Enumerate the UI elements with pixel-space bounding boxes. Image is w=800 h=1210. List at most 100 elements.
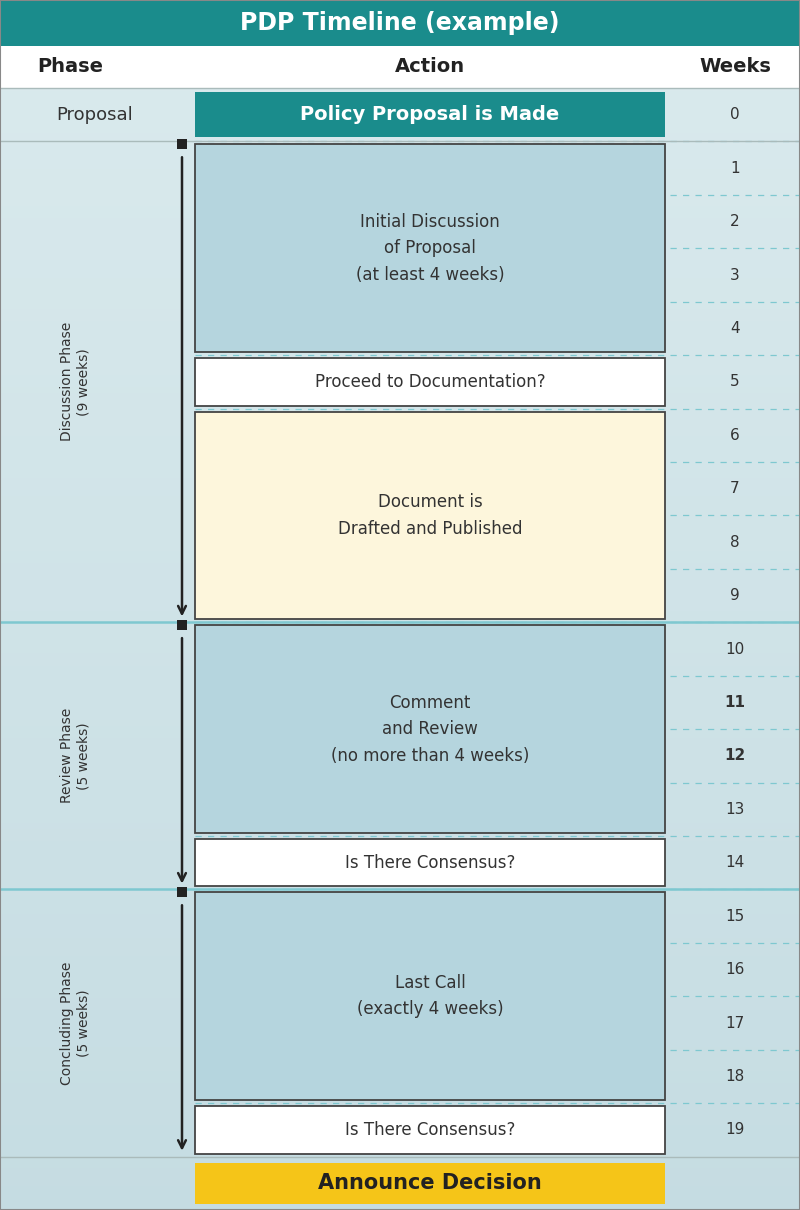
Bar [0, 938, 800, 944]
Text: Discussion Phase
(9 weeks): Discussion Phase (9 weeks) [60, 322, 90, 442]
Bar [0, 1150, 800, 1156]
Bar [0, 1053, 800, 1059]
Bar [0, 103, 800, 109]
Text: PDP Timeline (example): PDP Timeline (example) [240, 11, 560, 35]
Bar [0, 629, 800, 635]
Bar [0, 623, 800, 629]
Bar [0, 460, 800, 466]
Bar [0, 1059, 800, 1065]
Bar [0, 865, 800, 871]
Bar [0, 424, 800, 430]
Bar [0, 823, 800, 829]
Bar [0, 750, 800, 756]
Bar [0, 641, 800, 647]
Bar [0, 1089, 800, 1095]
Text: 12: 12 [724, 748, 746, 764]
Text: 16: 16 [726, 962, 745, 976]
Bar [0, 968, 800, 974]
Bar [0, 605, 800, 611]
Text: Action: Action [395, 58, 465, 76]
Bar [0, 127, 800, 133]
Bar [0, 932, 800, 938]
Bar [0, 829, 800, 835]
Bar [0, 139, 800, 145]
Text: 5: 5 [730, 374, 740, 390]
Bar [195, 144, 665, 352]
Text: 6: 6 [730, 428, 740, 443]
Bar [0, 200, 800, 206]
Bar [0, 67, 800, 73]
Text: Proceed to Documentation?: Proceed to Documentation? [314, 373, 546, 391]
Bar [0, 762, 800, 768]
Bar [0, 272, 800, 278]
Bar [0, 1156, 800, 1162]
Bar [0, 315, 800, 321]
Bar [0, 502, 800, 508]
Bar [0, 188, 800, 194]
Bar [0, 514, 800, 520]
Bar [0, 1107, 800, 1113]
Bar [0, 1143, 800, 1150]
Text: 7: 7 [730, 482, 740, 496]
Bar [0, 85, 800, 91]
Bar [0, 430, 800, 436]
Bar [0, 339, 800, 345]
Bar [0, 1198, 800, 1204]
Bar [0, 284, 800, 290]
Bar [0, 926, 800, 932]
Bar [0, 817, 800, 823]
Bar [0, 490, 800, 496]
Bar [0, 974, 800, 980]
Bar [0, 508, 800, 514]
Text: Proposal: Proposal [57, 105, 134, 123]
Bar [0, 448, 800, 454]
Text: 17: 17 [726, 1015, 745, 1031]
Bar [195, 1163, 665, 1204]
Bar [0, 738, 800, 744]
Bar [0, 121, 800, 127]
Bar [0, 544, 800, 551]
Bar [0, 774, 800, 780]
Bar [0, 224, 800, 230]
Text: Concluding Phase
(5 weeks): Concluding Phase (5 weeks) [60, 961, 90, 1084]
Text: Review Phase
(5 weeks): Review Phase (5 weeks) [60, 708, 90, 803]
Bar [0, 1101, 800, 1107]
Bar [0, 163, 800, 169]
Bar [0, 1204, 800, 1210]
Bar [0, 986, 800, 992]
Bar [0, 302, 800, 309]
Bar [0, 653, 800, 659]
Bar [0, 920, 800, 926]
Bar [0, 526, 800, 532]
Bar [177, 139, 187, 149]
Bar [0, 1047, 800, 1053]
Bar [0, 109, 800, 115]
Bar [0, 242, 800, 248]
Bar [0, 327, 800, 333]
Bar [0, 672, 800, 678]
Bar [0, 538, 800, 544]
Text: Initial Discussion
of Proposal
(at least 4 weeks): Initial Discussion of Proposal (at least… [356, 213, 504, 283]
Bar [0, 321, 800, 327]
Bar [0, 805, 800, 811]
Bar [0, 46, 800, 88]
Bar [0, 793, 800, 799]
Bar [0, 659, 800, 666]
Bar [0, 115, 800, 121]
Bar [0, 914, 800, 920]
Bar [0, 218, 800, 224]
Bar [0, 230, 800, 236]
Text: 11: 11 [725, 695, 746, 710]
Bar [0, 841, 800, 847]
Bar [0, 666, 800, 672]
Text: Policy Proposal is Made: Policy Proposal is Made [300, 105, 560, 125]
Bar [0, 847, 800, 853]
Bar [0, 1077, 800, 1083]
Bar [0, 599, 800, 605]
Bar [0, 744, 800, 750]
Bar [0, 351, 800, 357]
Bar [0, 786, 800, 793]
Text: 3: 3 [730, 267, 740, 282]
Bar [0, 363, 800, 369]
Bar [0, 36, 800, 42]
